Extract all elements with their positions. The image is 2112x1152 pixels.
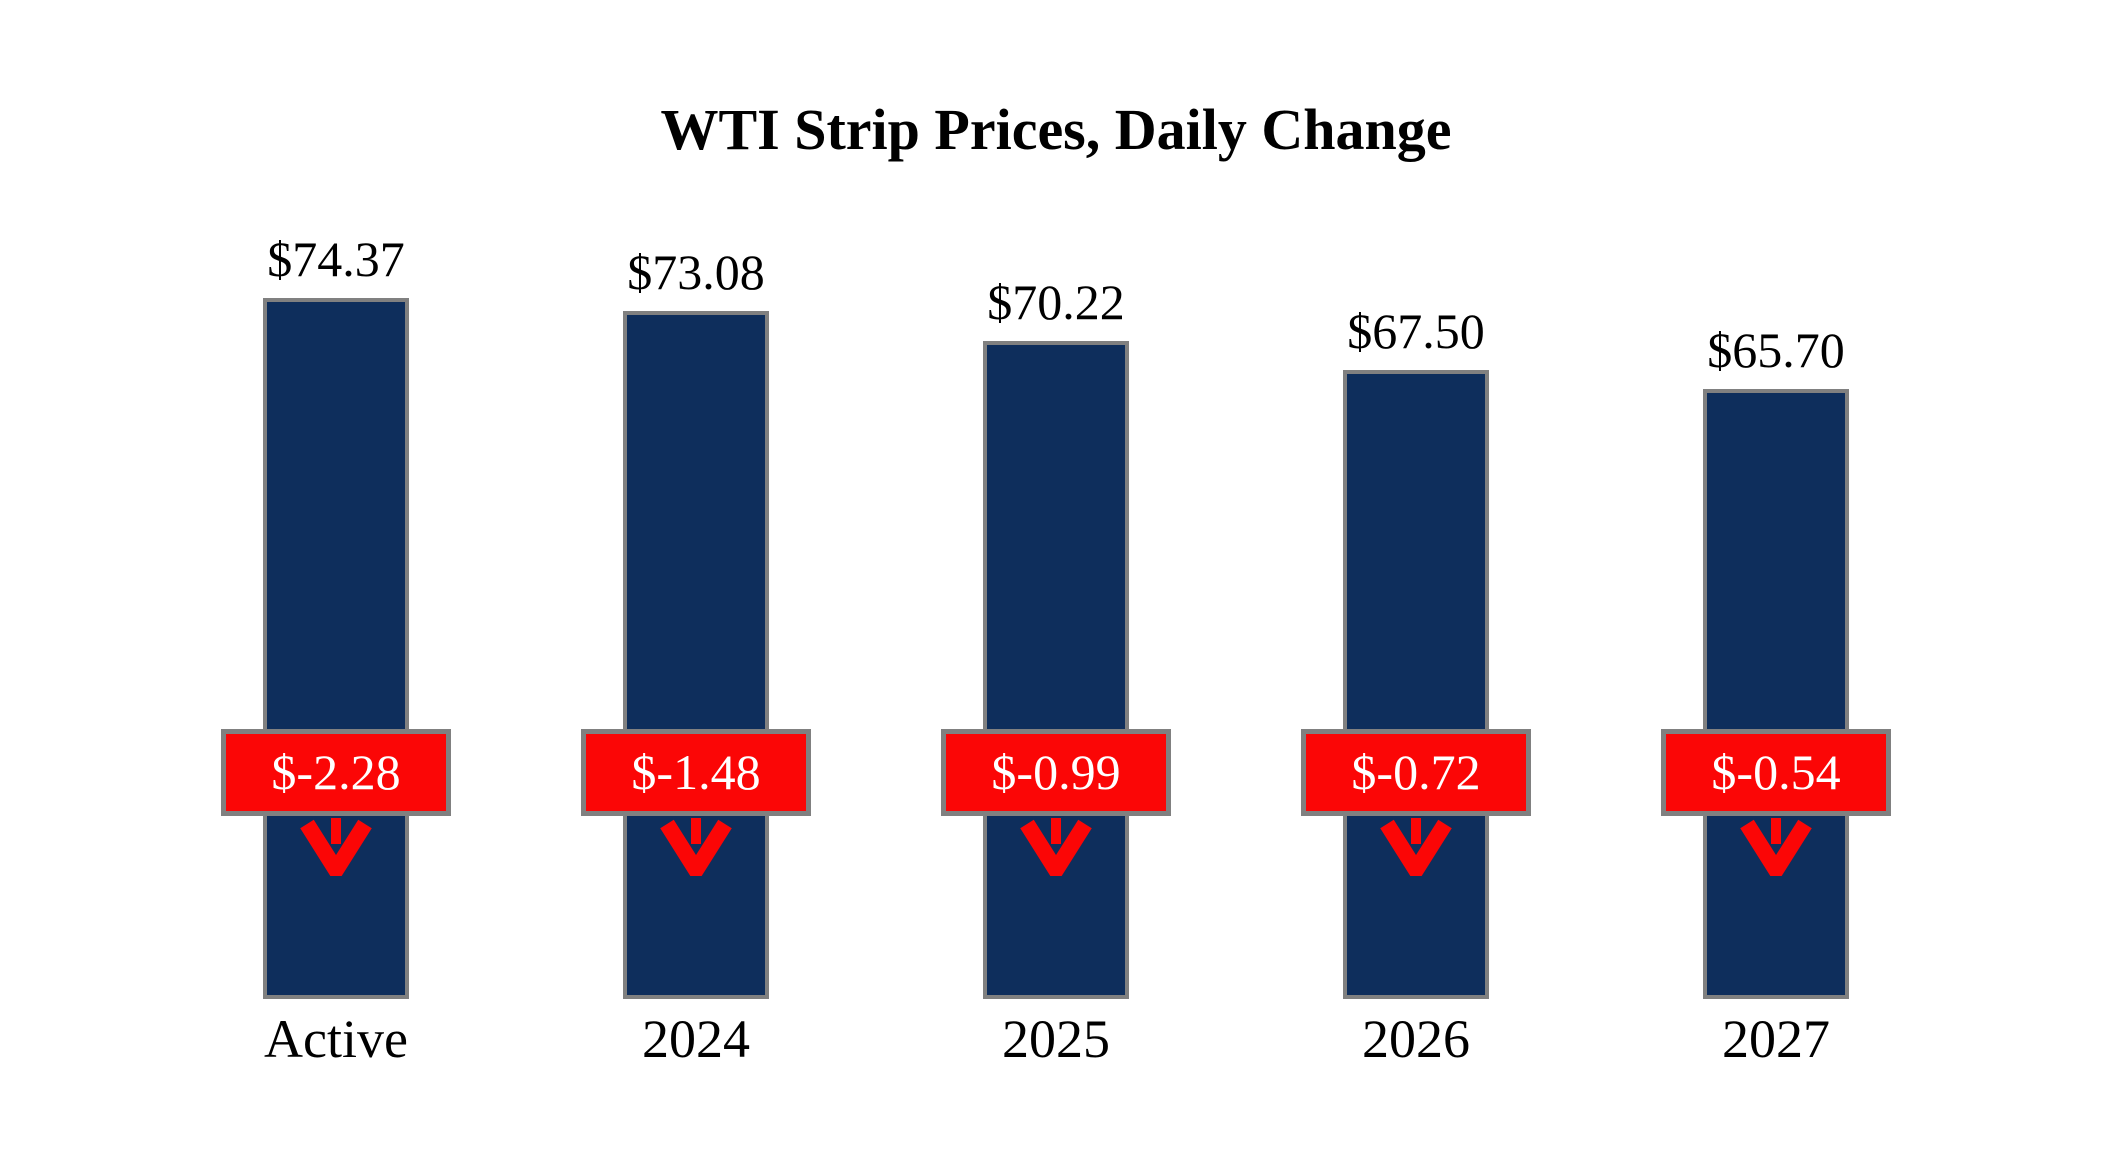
bar-group: $73.08 $-1.48 2024 (516, 0, 876, 1152)
bar-group: $67.50 $-0.72 2026 (1236, 0, 1596, 1152)
change-badge-label: $-0.72 (1351, 744, 1481, 800)
chart-title: WTI Strip Prices, Daily Change (660, 97, 1452, 162)
bar-group: $70.22 $-0.99 2025 (876, 0, 1236, 1152)
bar-group: $65.70 $-0.54 2027 (1596, 0, 1956, 1152)
bar-value-label: $67.50 (1347, 303, 1485, 359)
bar (1343, 370, 1489, 999)
category-label: 2024 (642, 1009, 750, 1069)
down-arrow-icon (1020, 818, 1092, 876)
bar (623, 311, 769, 999)
bar (983, 341, 1129, 999)
change-badge-label: $-0.54 (1711, 744, 1841, 800)
change-badge: $-0.54 (1661, 729, 1891, 816)
bar (263, 298, 409, 999)
bar-value-label: $74.37 (267, 231, 405, 287)
change-badge: $-1.48 (581, 729, 811, 816)
change-badge-label: $-0.99 (991, 744, 1121, 800)
category-label: Active (264, 1009, 408, 1069)
chart-plot-area: $74.37 $-2.28 Active $73.08 $-1.48 2024 … (156, 0, 1956, 1152)
change-badge-label: $-2.28 (271, 744, 401, 800)
down-arrow-icon (660, 818, 732, 876)
category-label: 2025 (1002, 1009, 1110, 1069)
bar (1703, 389, 1849, 999)
change-badge-label: $-1.48 (631, 744, 761, 800)
category-label: 2026 (1362, 1009, 1470, 1069)
bar-value-label: $65.70 (1707, 322, 1845, 378)
change-badge: $-0.99 (941, 729, 1171, 816)
change-badge: $-0.72 (1301, 729, 1531, 816)
bar-group: $74.37 $-2.28 Active (156, 0, 516, 1152)
down-arrow-icon (1380, 818, 1452, 876)
bar-value-label: $70.22 (987, 274, 1125, 330)
change-badge: $-2.28 (221, 729, 451, 816)
down-arrow-icon (1740, 818, 1812, 876)
down-arrow-icon (300, 818, 372, 876)
bar-value-label: $73.08 (627, 244, 765, 300)
category-label: 2027 (1722, 1009, 1830, 1069)
